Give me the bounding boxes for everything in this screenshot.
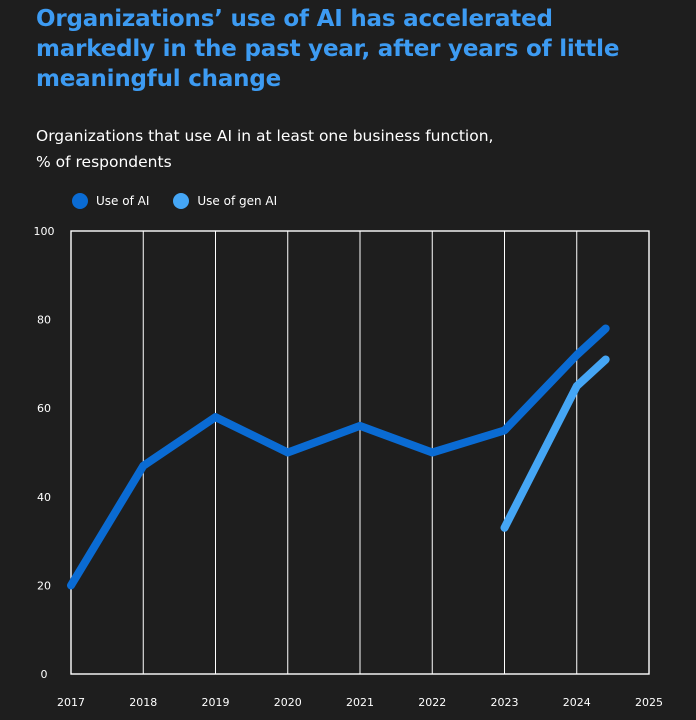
x-tick-label-2017: 2017 (57, 696, 85, 709)
y-tick-label-40: 40 (37, 491, 51, 504)
legend-dot-use-of-gen-ai (173, 193, 190, 209)
subtitle-line-1: Organizations that use AI in at least on… (36, 127, 494, 145)
x-tick-label-2025: 2025 (635, 696, 663, 709)
x-tick-label-2018: 2018 (129, 696, 157, 709)
chart-headline: Organizations’ use of AI has accelerated… (36, 6, 620, 92)
y-tick-label-0: 0 (41, 668, 48, 681)
x-tick-label-2021: 2021 (346, 696, 374, 709)
legend-label-use-of-gen-ai: Use of gen AI (197, 194, 278, 208)
y-tick-label-20: 20 (37, 579, 51, 592)
x-tick-label-2023: 2023 (491, 696, 519, 709)
legend-dot-use-of-ai (72, 193, 88, 209)
chart-legend: Use of AI Use of gen AI (72, 193, 301, 209)
y-tick-label-60: 60 (37, 402, 51, 415)
x-tick-label-2019: 2019 (202, 696, 230, 709)
x-tick-label-2022: 2022 (418, 696, 446, 709)
x-tick-label-2020: 2020 (274, 696, 302, 709)
legend-item-use-of-gen-ai: Use of gen AI (173, 193, 277, 209)
series-line-use-of-ai (67, 324, 610, 590)
legend-label-use-of-ai: Use of AI (96, 194, 150, 208)
chart-subtitle: Organizations that use AI in at least on… (36, 123, 596, 175)
legend-item-use-of-ai: Use of AI (72, 193, 149, 209)
y-tick-label-100: 100 (34, 225, 55, 238)
series-line-use-of-gen-ai (500, 355, 610, 532)
y-tick-label-80: 80 (37, 314, 51, 327)
x-tick-label-2024: 2024 (563, 696, 591, 709)
subtitle-line-2: % of respondents (36, 153, 172, 171)
